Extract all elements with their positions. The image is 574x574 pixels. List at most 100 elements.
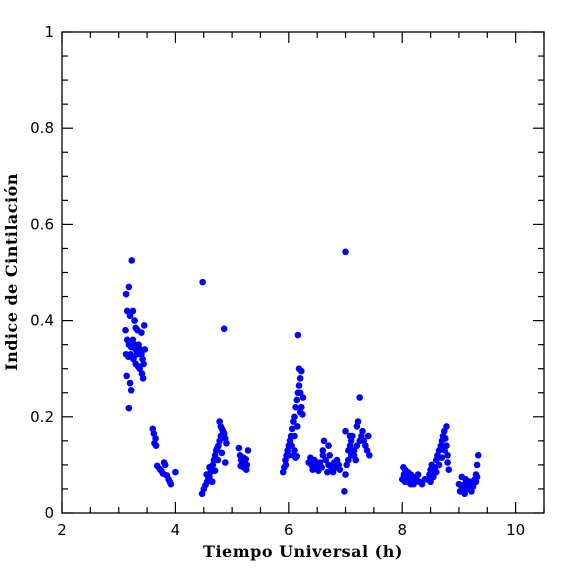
data-point (312, 461, 320, 469)
data-point (243, 461, 251, 469)
data-point (235, 444, 243, 452)
data-point (203, 471, 210, 478)
data-point (322, 456, 329, 464)
data-point (140, 322, 148, 329)
y-tick-label: 1 (44, 23, 54, 41)
data-point (469, 483, 477, 490)
y-tick-label: 0.4 (30, 312, 54, 330)
data-point (342, 248, 349, 256)
data-point (167, 480, 175, 488)
x-axis-title: Tiempo Universal (h) (203, 542, 403, 561)
data-point (401, 478, 409, 486)
data-point (407, 480, 415, 488)
data-point (220, 325, 228, 333)
data-point (288, 425, 296, 433)
data-point (445, 466, 453, 474)
data-point (430, 473, 437, 481)
data-point (326, 451, 333, 459)
data-point (133, 350, 141, 358)
data-point (432, 468, 440, 476)
data-point (474, 451, 482, 459)
data-point (172, 468, 179, 476)
data-point (125, 404, 133, 412)
data-point (244, 447, 252, 454)
data-point (242, 466, 250, 474)
data-point (458, 473, 466, 481)
x-tick-labels: 2 4 6 8 10 (57, 521, 525, 539)
data-point (131, 317, 138, 324)
data-point (141, 346, 149, 353)
data-point (206, 464, 213, 471)
data-point (295, 382, 303, 389)
data-point (444, 459, 451, 466)
data-point (346, 432, 354, 440)
data-point (342, 471, 349, 478)
x-tick-label: 6 (284, 521, 294, 539)
data-point (122, 290, 130, 298)
data-point (441, 447, 449, 454)
data-point (288, 442, 295, 449)
data-points (122, 248, 482, 498)
data-point (296, 389, 304, 397)
data-point (161, 461, 169, 469)
data-point (442, 435, 449, 442)
data-point (438, 454, 446, 461)
data-point (140, 360, 147, 368)
data-point (292, 403, 299, 411)
data-point (296, 375, 304, 382)
data-point (299, 394, 307, 401)
data-point (400, 464, 407, 471)
data-point (473, 461, 481, 469)
data-point (223, 439, 230, 447)
data-point (347, 451, 355, 459)
data-point (342, 427, 349, 435)
data-point (152, 442, 160, 449)
data-point (282, 461, 290, 469)
minor-ticks (62, 32, 545, 513)
data-point (335, 461, 343, 469)
x-tick-label: 8 (397, 521, 407, 539)
data-point (461, 490, 468, 498)
data-point (291, 413, 298, 421)
data-point (309, 466, 316, 474)
data-point (218, 449, 226, 457)
plot-frame (61, 31, 545, 514)
data-point (199, 278, 206, 286)
data-point (352, 456, 360, 464)
data-point (122, 326, 129, 334)
data-point (404, 468, 412, 476)
data-point (211, 467, 219, 474)
y-axis-title: Indice de Cintilación (2, 173, 21, 371)
data-point (129, 307, 137, 315)
y-tick-label: 0.6 (30, 215, 54, 233)
data-point (473, 473, 481, 481)
data-point (356, 394, 364, 401)
data-point (464, 485, 471, 493)
data-point (364, 432, 372, 440)
data-point (366, 451, 373, 459)
data-point (320, 437, 328, 445)
data-point (127, 350, 134, 358)
data-point (138, 329, 145, 336)
data-point (123, 372, 130, 380)
data-point (325, 442, 332, 449)
data-point (127, 387, 135, 394)
data-point (443, 423, 450, 430)
data-point (126, 379, 134, 387)
data-point (208, 478, 216, 486)
data-point (307, 454, 314, 461)
data-point (319, 447, 327, 454)
y-tick-label: 0.2 (30, 408, 54, 426)
data-point (435, 461, 443, 469)
data-point (291, 447, 298, 454)
data-point (350, 447, 358, 454)
y-tick-label: 0 (44, 504, 54, 522)
x-tick-label: 2 (57, 521, 67, 539)
data-point (139, 375, 147, 382)
data-point (294, 331, 302, 339)
data-point (285, 451, 293, 459)
data-point (128, 257, 136, 264)
data-point (240, 454, 247, 461)
major-ticks (61, 31, 544, 514)
